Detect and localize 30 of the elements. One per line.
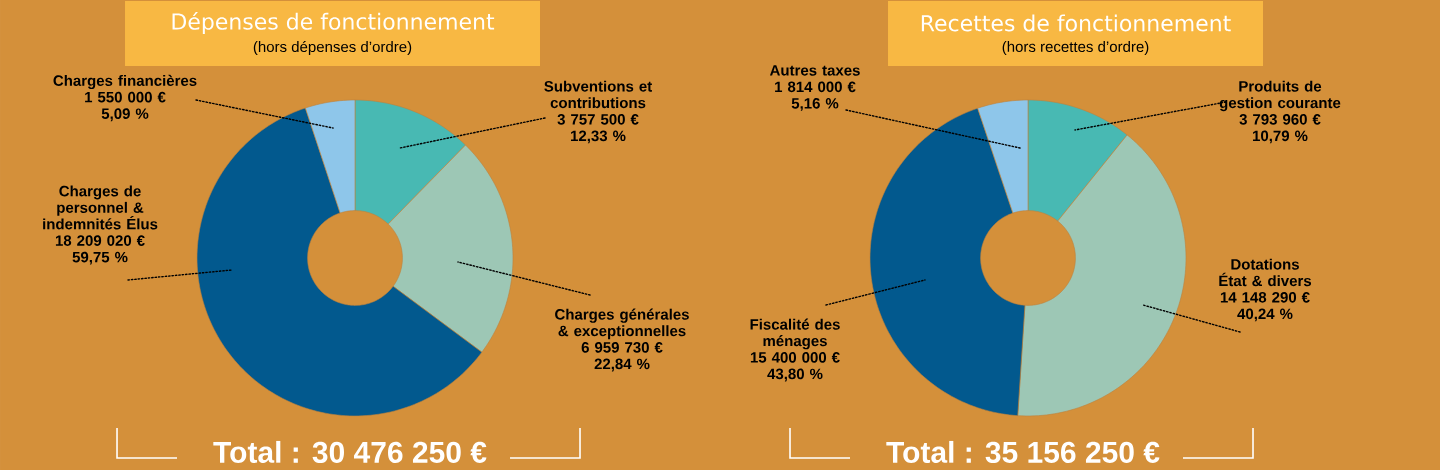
slice-label: Charges de personnel & indemnités Élus [43,185,158,230]
slice-label: Dotations État & divers [1219,258,1312,287]
slice-label: Charges financières [53,74,197,90]
text: 43,80 % [767,368,823,382]
text: 12,33 % [571,130,626,144]
slice-label: Autres taxes [769,65,860,76]
slice-label: Fiscalité des ménages [750,318,840,350]
text: 5,16 % [791,98,839,111]
slice-label: Subventions et contributions [544,80,652,109]
chart-title: Dépenses de fonctionnement [172,11,495,35]
data-label: 18 209 020 € [55,235,145,246]
data-label: 6 959 730 € [581,342,663,353]
data-label: 1 814 000 € [775,81,856,93]
data-label: 1 550 000 € [85,91,166,103]
chart-subtitle: (hors dépenses d’ordre) [253,40,412,56]
slice-label: Charges générales & exceptionnelles [555,308,689,340]
text: 40,24 % [1237,308,1293,322]
slice-label: Produits de gestion courante [1219,80,1341,112]
text: 10,79 % [1253,130,1308,144]
text: Total : 30 476 250 € [213,440,487,464]
chart-subtitle: (hors recettes d’ordre) [1002,41,1149,55]
data-label: 3 793 960 € [1239,114,1321,125]
chart-title: Recettes de fonctionnement [921,14,1231,32]
text: 59,75 % [72,251,128,265]
text: Total : 35 156 250 € [886,440,1160,464]
data-label: 14 148 290 € [1220,292,1310,303]
data-label: 15 400 000 € [750,352,840,363]
text: 5,09 % [101,108,149,122]
data-label: 3 757 500 € [557,114,639,125]
text: 22,84 % [594,358,650,372]
